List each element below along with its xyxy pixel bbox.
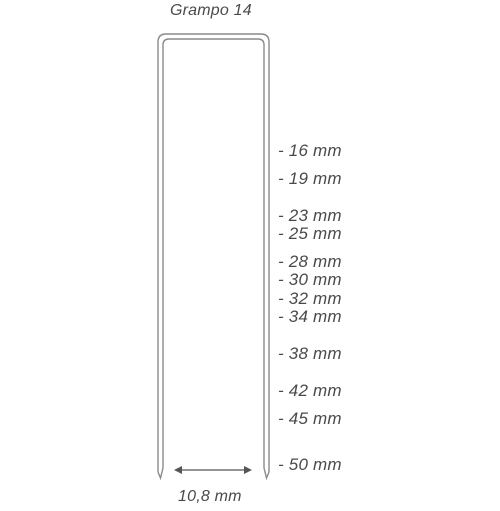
width-arrow-left-head: [174, 466, 182, 474]
length-label-42mm: - 42 mm: [278, 381, 342, 401]
staple-title: Grampo 14: [170, 2, 252, 19]
length-label-50mm: - 50 mm: [278, 455, 342, 474]
staple-inner-outline: [162, 38, 265, 468]
width-dimension-arrow: [174, 466, 252, 474]
staple-left-tip: [157, 467, 164, 481]
length-label-23mm: - 23 mm: [278, 205, 342, 225]
length-label-34mm: - 34 mm: [278, 307, 342, 327]
length-label-45mm: - 45 mm: [278, 408, 342, 428]
width-arrow-right-head: [244, 466, 252, 474]
length-label-38mm: - 38 mm: [278, 344, 342, 364]
length-label-30mm: - 30 mm: [278, 270, 342, 290]
staple-shape: [157, 33, 270, 481]
length-label-16mm: - 16 mm: [278, 141, 342, 160]
length-label-32mm: - 32 mm: [278, 288, 342, 308]
length-label-28mm: - 28 mm: [278, 251, 342, 271]
width-label: 10,8 mm: [178, 488, 242, 505]
length-label-25mm: - 25 mm: [278, 224, 342, 244]
staple-outer-outline: [157, 33, 270, 472]
length-label-19mm: - 19 mm: [278, 168, 342, 188]
staple-right-tip: [263, 467, 270, 481]
